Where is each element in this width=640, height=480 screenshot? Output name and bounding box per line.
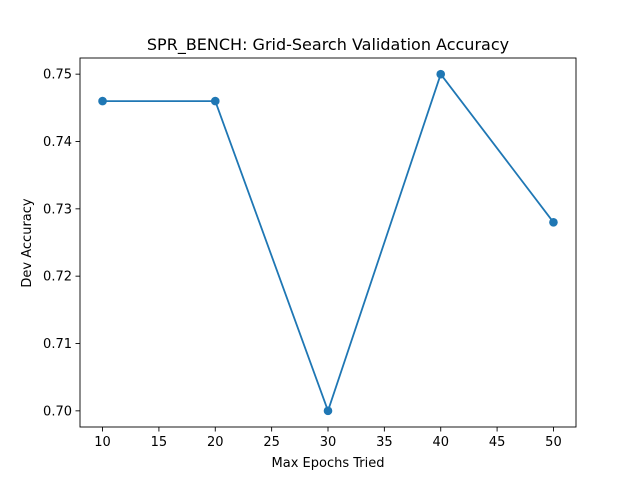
x-tick-label: 20 xyxy=(207,435,224,450)
data-point xyxy=(323,406,333,416)
y-tick-label: 0.70 xyxy=(43,404,72,419)
x-axis-label: Max Epochs Tried xyxy=(272,456,385,471)
data-point xyxy=(549,217,558,227)
x-tick-label: 35 xyxy=(376,435,393,450)
x-tick-label: 10 xyxy=(94,435,111,450)
x-tick-label: 45 xyxy=(489,435,506,450)
plot-area: 10 15 20 25 30 35 40 45 50 0.70 0.71 0.72 0.73 0.74 0.… xyxy=(43,57,577,450)
data-point xyxy=(436,69,446,79)
y-tick-label: 0.74 xyxy=(43,135,72,150)
x-tick-label: 15 xyxy=(151,435,168,450)
y-tick-label: 0.75 xyxy=(43,68,72,83)
x-tick-label: 50 xyxy=(545,435,562,450)
y-axis-label: Dev Accuracy xyxy=(20,198,35,287)
x-tick-label: 25 xyxy=(263,435,280,450)
data-point xyxy=(98,96,107,106)
chart-title: SPR_BENCH: Grid-Search Validation Accura… xyxy=(147,35,509,55)
y-tick-label: 0.72 xyxy=(43,270,72,285)
x-tick-label: 40 xyxy=(432,435,449,450)
x-tick-label: 30 xyxy=(320,435,337,450)
y-tick-label: 0.71 xyxy=(43,337,72,352)
data-point xyxy=(210,96,220,106)
y-tick-label: 0.73 xyxy=(43,202,72,217)
